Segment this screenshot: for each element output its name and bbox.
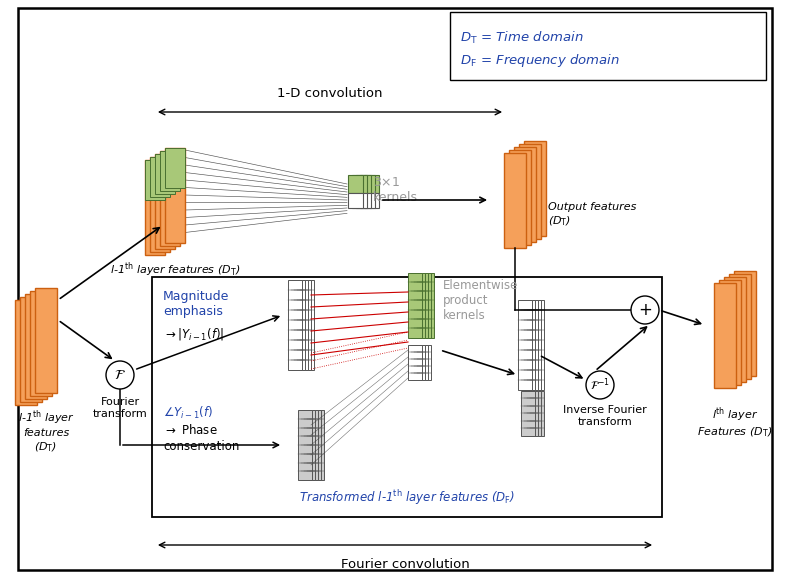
Text: 3$\times$1
kernels: 3$\times$1 kernels	[373, 176, 418, 204]
Bar	[30, 290, 52, 396]
Bar	[301, 410, 315, 480]
Bar	[417, 345, 431, 379]
Bar	[20, 296, 42, 401]
Text: conservation: conservation	[163, 440, 239, 453]
Bar	[411, 272, 425, 338]
Bar	[356, 174, 371, 192]
Bar	[35, 288, 57, 393]
Bar	[310, 410, 324, 480]
Bar	[155, 153, 175, 249]
Bar	[408, 272, 422, 338]
Text: Output features
($D_\mathrm{T}$): Output features ($D_\mathrm{T}$)	[548, 202, 637, 228]
Bar	[160, 150, 180, 246]
Bar	[414, 345, 428, 379]
Bar	[504, 152, 526, 248]
Bar	[527, 390, 541, 436]
Bar	[363, 192, 378, 207]
Text: Inverse Fourier
transform: Inverse Fourier transform	[563, 405, 647, 426]
Bar	[530, 390, 544, 436]
Bar	[359, 174, 374, 192]
Bar	[734, 271, 756, 375]
Bar	[524, 390, 538, 436]
Bar	[348, 174, 363, 192]
Bar	[521, 300, 535, 390]
Bar	[15, 299, 37, 404]
Bar	[359, 192, 374, 207]
Bar	[352, 174, 367, 192]
Bar	[356, 192, 371, 207]
Bar	[25, 293, 47, 399]
Bar	[524, 141, 546, 235]
Bar	[307, 410, 321, 480]
Bar	[719, 279, 741, 385]
Bar	[420, 272, 434, 338]
Bar	[414, 272, 428, 338]
Text: $D_\mathrm{F}$ = Frequency domain: $D_\mathrm{F}$ = Frequency domain	[460, 52, 620, 69]
Bar	[348, 192, 363, 207]
Bar	[145, 160, 165, 254]
Bar	[411, 345, 425, 379]
Bar	[155, 153, 175, 193]
Bar	[291, 280, 305, 370]
Bar	[714, 282, 736, 388]
Text: $l^\mathrm{th}$ layer
Features ($D_\mathrm{T}$): $l^\mathrm{th}$ layer Features ($D_\math…	[698, 405, 773, 439]
Bar	[165, 148, 185, 188]
Text: $l$-1$^\mathrm{th}$ layer
features
($D_\mathrm{T}$): $l$-1$^\mathrm{th}$ layer features ($D_\…	[17, 408, 74, 454]
Circle shape	[586, 371, 614, 399]
Bar	[521, 390, 535, 436]
Text: +: +	[638, 301, 652, 319]
Bar	[363, 174, 378, 192]
Text: $\rightarrow$ Phase: $\rightarrow$ Phase	[163, 423, 217, 437]
Bar	[152, 277, 662, 517]
Bar	[352, 192, 367, 207]
Bar	[150, 156, 170, 196]
Text: $\mathcal{F}^{-1}$: $\mathcal{F}^{-1}$	[590, 376, 610, 393]
Bar	[150, 156, 170, 252]
Bar	[300, 280, 314, 370]
Bar	[417, 272, 431, 338]
Bar	[724, 277, 746, 382]
Bar	[298, 410, 312, 480]
Text: $D_\mathrm{T}$ = Time domain: $D_\mathrm{T}$ = Time domain	[460, 30, 584, 46]
Text: $l$-1$^\mathrm{th}$ layer features ($D_\mathrm{T}$): $l$-1$^\mathrm{th}$ layer features ($D_\…	[110, 260, 240, 279]
Text: $\angle Y_{i-1}(f)$: $\angle Y_{i-1}(f)$	[163, 405, 213, 421]
Bar	[527, 300, 541, 390]
Bar	[297, 280, 311, 370]
Text: Fourier
transform: Fourier transform	[92, 397, 148, 418]
Text: Elementwise
product
kernels: Elementwise product kernels	[443, 278, 518, 321]
Bar	[165, 148, 185, 242]
Text: Fourier convolution: Fourier convolution	[340, 558, 469, 571]
Bar	[408, 345, 422, 379]
Bar	[524, 300, 538, 390]
Text: $\mathcal{F}$: $\mathcal{F}$	[114, 368, 126, 382]
Text: Transformed $l$-1$^\mathrm{th}$ layer features ($D_\mathrm{F}$): Transformed $l$-1$^\mathrm{th}$ layer fe…	[299, 488, 515, 507]
Bar	[288, 280, 302, 370]
Bar	[145, 160, 165, 199]
Bar	[518, 300, 532, 390]
Text: Magnitude
emphasis: Magnitude emphasis	[163, 290, 229, 318]
Bar	[304, 410, 318, 480]
Bar	[294, 280, 308, 370]
Text: 1-D convolution: 1-D convolution	[277, 87, 382, 100]
Bar	[514, 146, 536, 242]
Bar	[160, 150, 180, 191]
Bar	[450, 12, 766, 80]
Circle shape	[631, 296, 659, 324]
Bar	[530, 300, 544, 390]
Circle shape	[106, 361, 134, 389]
Bar	[509, 149, 531, 245]
Bar	[519, 144, 541, 238]
Bar	[729, 274, 751, 378]
Text: $\rightarrow|Y_{i-1}(f)|$: $\rightarrow|Y_{i-1}(f)|$	[163, 326, 224, 342]
